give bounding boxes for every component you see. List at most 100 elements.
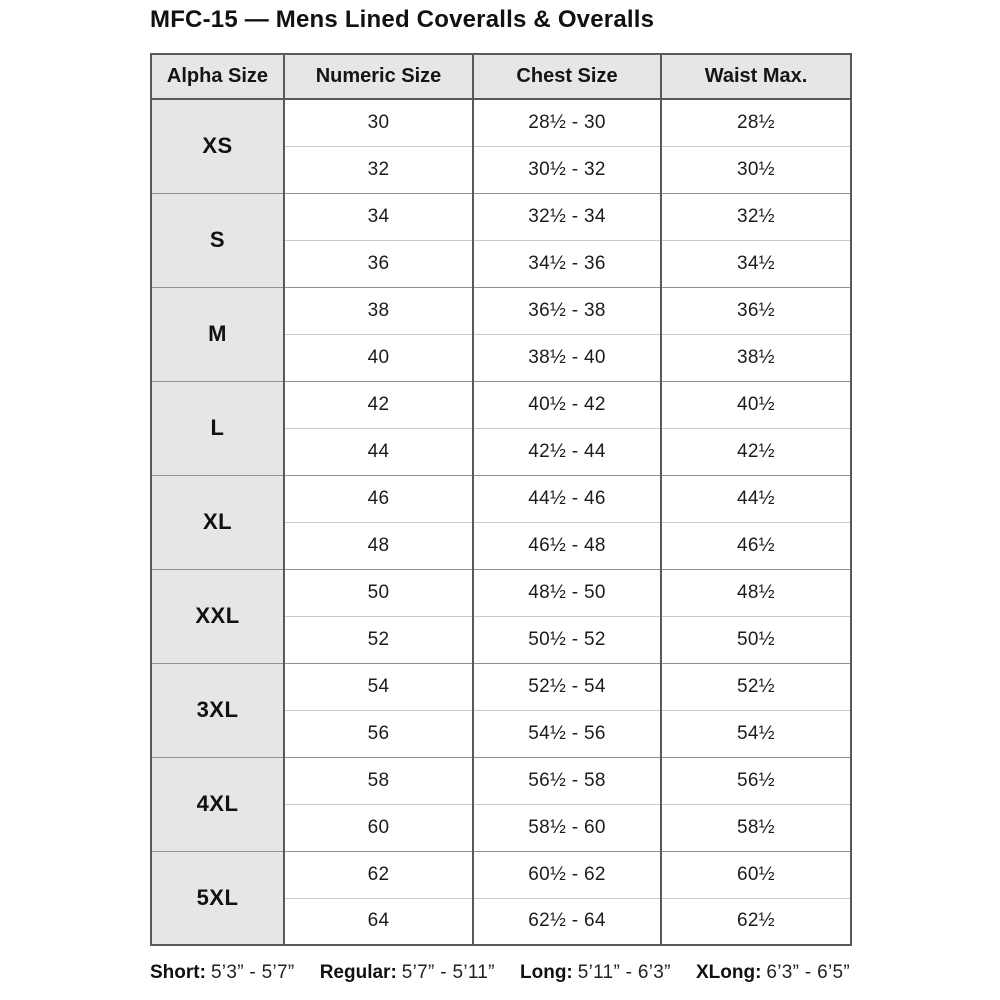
table-row: S 34 32½ - 34 32½ — [150, 192, 851, 287]
table-row: 60 58½ - 60 58½ — [151, 803, 851, 851]
waist-max-cell: 30½ — [660, 145, 851, 193]
waist-max-cell: 40½ — [660, 380, 851, 428]
chest-size-cell: 52½ - 54 — [472, 662, 661, 710]
table-row: 32 30½ - 32 30½ — [151, 145, 851, 193]
table-row: 56 54½ - 56 54½ — [151, 709, 851, 757]
chest-size-cell: 28½ - 30 — [472, 98, 661, 146]
header-waist-max: Waist Max. — [660, 54, 851, 100]
chest-size-cell: 62½ - 64 — [472, 897, 661, 945]
waist-max-cell: 58½ — [660, 803, 851, 851]
numeric-size-cell: 32 — [283, 145, 473, 193]
numeric-size-cell: 36 — [283, 239, 473, 287]
table-row: 44 42½ - 44 42½ — [151, 427, 851, 475]
waist-max-cell: 28½ — [660, 98, 851, 146]
chest-size-cell: 36½ - 38 — [472, 286, 661, 334]
height-range-value: 5’7” - 5’11” — [401, 962, 495, 983]
numeric-size-cell: 38 — [283, 286, 473, 334]
height-range-value: 5’11” - 6’3” — [577, 962, 671, 983]
height-range-value: 6’3” - 6’5” — [766, 962, 850, 983]
table-row: 4XL 58 56½ - 58 56½ — [150, 756, 851, 851]
numeric-size-cell: 30 — [283, 98, 473, 146]
waist-max-cell: 56½ — [660, 756, 851, 804]
numeric-size-cell: 40 — [283, 333, 473, 381]
waist-max-cell: 38½ — [660, 333, 851, 381]
header-numeric-size: Numeric Size — [283, 54, 473, 100]
alpha-size-cell: XS — [150, 98, 284, 193]
height-range-regular: Regular: 5’7” - 5’11” — [320, 962, 495, 984]
chest-size-cell: 40½ - 42 — [472, 380, 661, 428]
waist-max-cell: 54½ — [660, 709, 851, 757]
height-range-long: Long: 5’11” - 6’3” — [520, 962, 671, 984]
numeric-size-cell: 56 — [283, 709, 473, 757]
numeric-size-cell: 58 — [283, 756, 473, 804]
alpha-size-cell: 4XL — [150, 756, 284, 851]
chest-size-cell: 48½ - 50 — [472, 568, 661, 616]
table-row: XS 30 28½ - 30 28½ — [150, 98, 851, 193]
chest-size-cell: 54½ - 56 — [472, 709, 661, 757]
numeric-size-cell: 42 — [283, 380, 473, 428]
height-range-label: Long: — [520, 962, 573, 983]
waist-max-cell: 42½ — [660, 427, 851, 475]
chest-size-cell: 46½ - 48 — [472, 521, 661, 569]
waist-max-cell: 32½ — [660, 192, 851, 240]
chest-size-cell: 56½ - 58 — [472, 756, 661, 804]
header-chest-size: Chest Size — [472, 54, 661, 100]
table-row: XL 46 44½ - 46 44½ — [150, 474, 851, 569]
chest-size-cell: 60½ - 62 — [472, 850, 661, 898]
alpha-size-cell: 3XL — [150, 662, 284, 757]
waist-max-cell: 46½ — [660, 521, 851, 569]
chest-size-cell: 30½ - 32 — [472, 145, 661, 193]
waist-max-cell: 50½ — [660, 615, 851, 663]
numeric-size-cell: 46 — [283, 474, 473, 522]
chest-size-cell: 50½ - 52 — [472, 615, 661, 663]
height-range-label: XLong: — [695, 962, 762, 983]
table-row: 48 46½ - 48 46½ — [151, 521, 851, 569]
numeric-size-cell: 44 — [283, 427, 473, 475]
waist-max-cell: 36½ — [660, 286, 851, 334]
height-range-value: 5’3” - 5’7” — [210, 962, 295, 983]
header-alpha-size: Alpha Size — [150, 54, 284, 100]
table-header-row: Alpha Size Numeric Size Chest Size Waist… — [150, 54, 851, 100]
numeric-size-cell: 52 — [283, 615, 473, 663]
table-row: 64 62½ - 64 62½ — [151, 897, 851, 945]
alpha-size-cell: M — [150, 286, 284, 381]
numeric-size-cell: 62 — [283, 850, 473, 898]
numeric-size-cell: 48 — [283, 521, 473, 569]
chest-size-cell: 34½ - 36 — [472, 239, 661, 287]
alpha-size-cell: XL — [150, 474, 284, 569]
waist-max-cell: 60½ — [660, 850, 851, 898]
height-range-short: Short: 5’3” - 5’7” — [150, 962, 295, 984]
alpha-size-cell: XXL — [150, 568, 284, 663]
height-range-label: Short: — [150, 962, 206, 983]
table-row: 36 34½ - 36 34½ — [151, 239, 851, 287]
table-row: XXL 50 48½ - 50 48½ — [150, 568, 851, 663]
waist-max-cell: 52½ — [660, 662, 851, 710]
waist-max-cell: 34½ — [660, 239, 851, 287]
size-table: Alpha Size Numeric Size Chest Size Waist… — [150, 53, 852, 946]
waist-max-cell: 48½ — [660, 568, 851, 616]
chest-size-cell: 38½ - 40 — [472, 333, 661, 381]
table-row: 3XL 54 52½ - 54 52½ — [150, 662, 851, 757]
numeric-size-cell: 64 — [283, 897, 473, 945]
table-row: 52 50½ - 52 50½ — [151, 615, 851, 663]
height-range-legend: Short: 5’3” - 5’7” Regular: 5’7” - 5’11” L… — [150, 962, 850, 984]
numeric-size-cell: 54 — [283, 662, 473, 710]
alpha-size-cell: S — [150, 192, 284, 287]
numeric-size-cell: 34 — [283, 192, 473, 240]
table-row: L 42 40½ - 42 40½ — [150, 380, 851, 475]
waist-max-cell: 44½ — [660, 474, 851, 522]
table-row: 5XL 62 60½ - 62 60½ — [150, 850, 851, 945]
height-range-label: Regular: — [319, 962, 397, 983]
page-title: MFC-15 — Mens Lined Coveralls & Overalls — [150, 6, 655, 33]
chest-size-cell: 44½ - 46 — [472, 474, 661, 522]
table-row: M 38 36½ - 38 36½ — [150, 286, 851, 381]
alpha-size-cell: 5XL — [150, 850, 284, 945]
waist-max-cell: 62½ — [660, 897, 851, 945]
alpha-size-cell: L — [150, 380, 284, 475]
chest-size-cell: 32½ - 34 — [472, 192, 661, 240]
numeric-size-cell: 60 — [283, 803, 473, 851]
chest-size-cell: 58½ - 60 — [472, 803, 661, 851]
numeric-size-cell: 50 — [283, 568, 473, 616]
height-range-xlong: XLong: 6’3” - 6’5” — [696, 962, 850, 984]
